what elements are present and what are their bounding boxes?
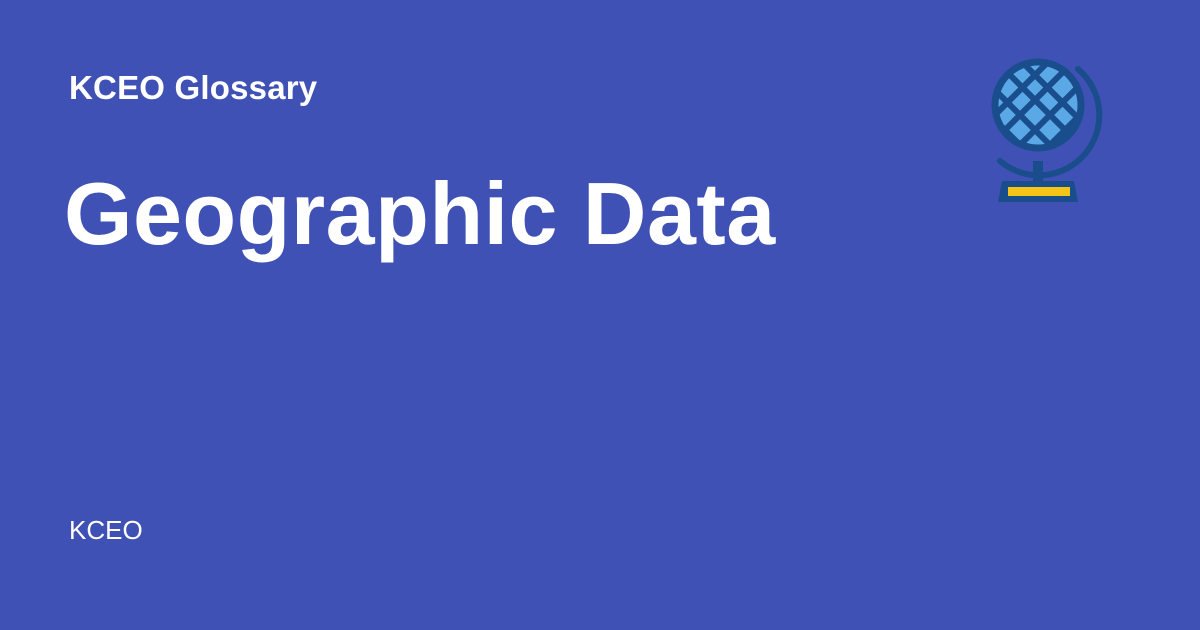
brand-footer: KCEO (69, 515, 143, 545)
glossary-label: KCEO Glossary (69, 69, 318, 106)
page-title: Geographic Data (64, 164, 776, 263)
globe-icon (991, 58, 1103, 202)
